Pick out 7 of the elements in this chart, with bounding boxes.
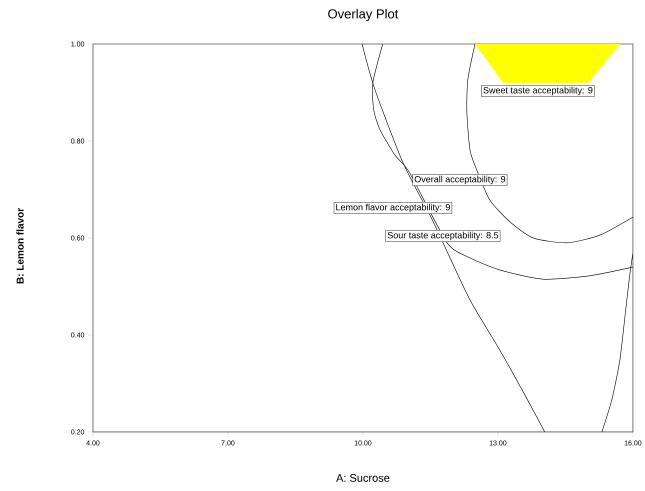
annotation: Lemon flavor acceptability: 9	[336, 204, 450, 212]
y-axis-title: B: Lemon flavor	[16, 208, 24, 284]
annotation: Overall acceptability: 9	[414, 176, 506, 184]
annotation: Sour taste acceptability: 8.5	[388, 232, 498, 240]
x-axis-title: A: Sucrose	[336, 474, 390, 482]
chart-title: Overlay Plot	[328, 8, 398, 22]
annotation: Sweet taste acceptability: 9	[483, 86, 592, 96]
